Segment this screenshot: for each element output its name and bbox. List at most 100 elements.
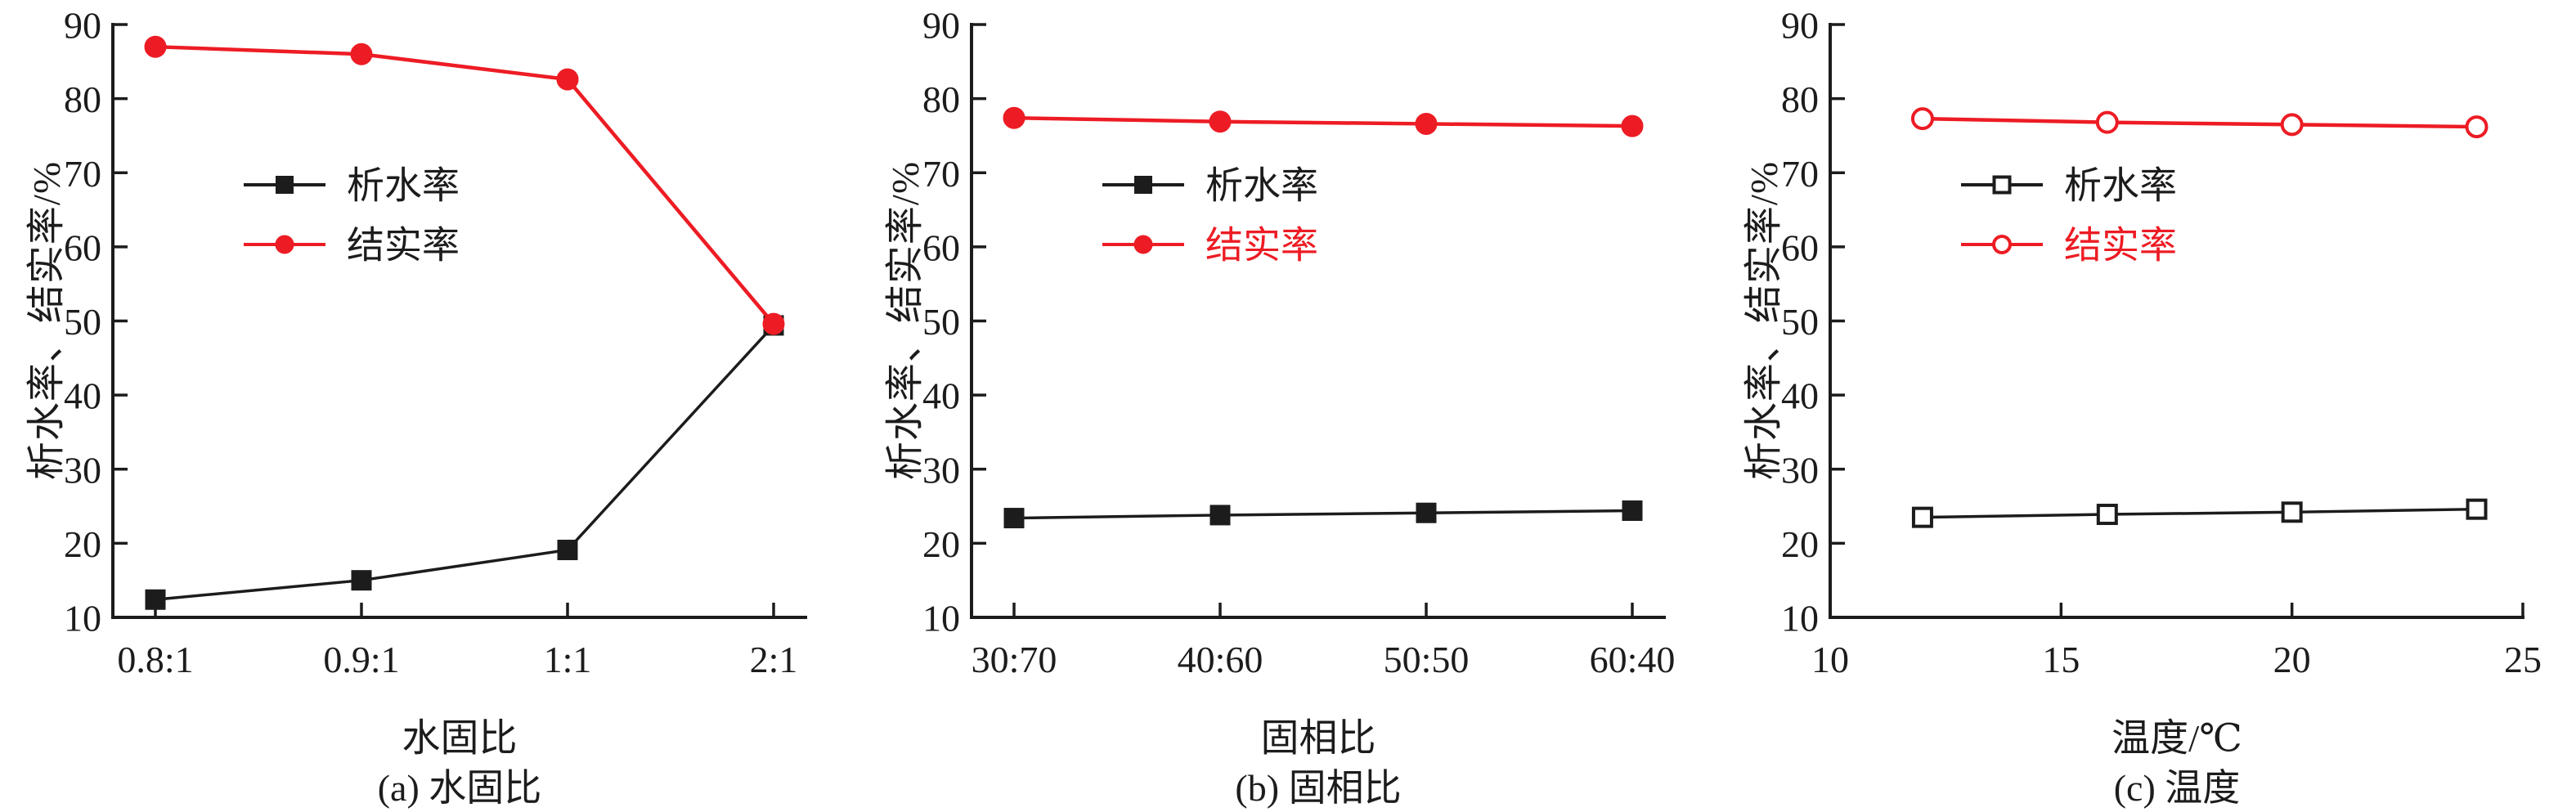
y-axis-title: 析水率、结实率/% xyxy=(1743,160,1786,481)
y-tick-label: 20 xyxy=(64,523,101,565)
data-point-marker-square xyxy=(1209,505,1231,526)
y-tick-label: 10 xyxy=(1781,598,1819,639)
panel-caption: (c) 温度 xyxy=(2113,767,2241,809)
data-point-marker-circle xyxy=(1415,112,1438,135)
x-tick-label: 10 xyxy=(1811,639,1849,680)
legend-item-water-separation-rate: 析水率 xyxy=(1961,165,2177,207)
y-tick-label: 40 xyxy=(1781,375,1819,417)
data-point-marker-circle xyxy=(2465,115,2488,139)
y-tick-label: 40 xyxy=(922,375,960,417)
data-point-marker-square xyxy=(1134,176,1152,194)
data-point-marker-square xyxy=(1416,502,1437,523)
data-point-marker-square xyxy=(276,176,294,194)
y-axis-title: 析水率、结实率/% xyxy=(884,160,927,481)
legend-label: 结实率 xyxy=(347,225,460,267)
legend-item-consolidation-rate: 结实率 xyxy=(1102,225,1318,267)
series-line-consolidation-rate xyxy=(1922,116,2477,129)
y-tick-label: 70 xyxy=(1781,153,1819,195)
series-line-consolidation-rate xyxy=(155,44,775,325)
x-tick-label: 40:60 xyxy=(1178,639,1263,680)
data-point-marker-circle xyxy=(1992,235,2012,254)
data-point-marker-circle xyxy=(762,312,785,335)
y-tick-label: 30 xyxy=(1781,449,1819,491)
legend-item-consolidation-rate: 结实率 xyxy=(1961,225,2177,267)
series-line-water-separation-rate xyxy=(1922,507,2477,519)
legend-label: 结实率 xyxy=(2064,225,2177,267)
y-tick-label: 50 xyxy=(1781,301,1819,343)
x-tick-label: 20 xyxy=(2273,639,2311,680)
panel-caption: (a) 水固比 xyxy=(377,767,542,809)
data-point-marker-circle xyxy=(144,35,167,58)
y-tick-label: 50 xyxy=(922,301,960,343)
y-tick-label: 80 xyxy=(922,79,960,120)
y-tick-label: 20 xyxy=(922,523,960,565)
data-point-marker-square xyxy=(557,540,578,561)
x-tick-label: 1:1 xyxy=(544,639,592,680)
x-tick-label: 15 xyxy=(2042,639,2080,680)
y-tick-label: 20 xyxy=(1781,523,1819,565)
x-tick-label: 30:70 xyxy=(972,639,1057,680)
data-point-marker-circle xyxy=(556,68,579,91)
y-tick-label: 60 xyxy=(64,227,101,268)
data-point-marker-circle xyxy=(350,43,373,65)
y-tick-label: 40 xyxy=(64,375,101,417)
y-tick-label: 70 xyxy=(64,153,101,195)
y-tick-label: 50 xyxy=(64,301,101,343)
series-line-water-separation-rate xyxy=(155,324,775,601)
y-tick-label: 80 xyxy=(1781,79,1819,120)
series-line-water-separation-rate xyxy=(1013,509,1633,520)
x-axis-title: 固相比 xyxy=(1260,717,1376,760)
x-tick-label: 60:40 xyxy=(1590,639,1676,680)
data-point-marker-circle xyxy=(1003,106,1025,129)
legend-item-consolidation-rate: 结实率 xyxy=(244,225,460,267)
y-tick-label: 80 xyxy=(64,79,101,120)
y-tick-label: 10 xyxy=(922,598,960,639)
legend-label: 析水率 xyxy=(347,165,460,207)
data-point-marker-square xyxy=(351,570,372,591)
data-point-marker-square xyxy=(2281,501,2303,523)
chart-panel-temperature: 10 20 30 40 50 60 70 80 90 10 15 20 25 析水率 结实率 析水率、结实率… xyxy=(1717,0,2576,811)
legend-label: 析水率 xyxy=(1205,165,1318,207)
data-point-marker-circle xyxy=(1133,235,1153,254)
data-point-marker-circle xyxy=(2095,110,2119,134)
data-point-marker-square xyxy=(145,589,166,610)
data-point-marker-circle xyxy=(1621,114,1644,137)
y-tick-label: 30 xyxy=(64,449,101,491)
data-point-marker-circle xyxy=(275,235,294,254)
y-tick-label: 10 xyxy=(64,598,101,639)
y-tick-label: 30 xyxy=(922,449,960,491)
chart-panel-water-solid-ratio: 10 20 30 40 50 60 70 80 90 0.8:1 0.9:1 1:1 2:1 析水率结实率… xyxy=(0,0,859,811)
data-point-marker-square xyxy=(1003,508,1025,529)
y-tick-label: 90 xyxy=(1781,5,1819,47)
data-point-marker-square xyxy=(1622,500,1643,521)
legend-item-water-separation-rate: 析水率 xyxy=(1102,165,1318,207)
data-point-marker-circle xyxy=(1209,110,1232,133)
x-axis-title: 温度/℃ xyxy=(2112,717,2242,760)
data-point-marker-square xyxy=(1992,175,2012,195)
legend-label: 析水率 xyxy=(2064,165,2177,207)
y-tick-label: 60 xyxy=(922,227,960,268)
y-axis-title: 析水率、结实率/% xyxy=(25,160,69,481)
x-tick-label: 25 xyxy=(2504,639,2542,680)
panel-caption: (b) 固相比 xyxy=(1235,767,1402,809)
data-point-marker-circle xyxy=(1910,107,1934,131)
plot-area: 10 20 30 40 50 60 70 80 90 30:70 40:60 50:50 60:40 析水… xyxy=(922,5,1676,680)
x-tick-label: 0.9:1 xyxy=(323,639,399,680)
x-tick-label: 2:1 xyxy=(750,639,798,680)
series-line-consolidation-rate xyxy=(1013,115,1633,128)
data-point-marker-circle xyxy=(2280,113,2304,137)
chart-panel-solid-phase-ratio: 10 20 30 40 50 60 70 80 90 30:70 40:60 50:50 60:40 析水… xyxy=(859,0,1717,811)
data-point-marker-square xyxy=(1911,506,1933,528)
data-point-marker-square xyxy=(2466,498,2488,520)
x-tick-label: 50:50 xyxy=(1384,639,1470,680)
y-tick-label: 90 xyxy=(922,5,960,47)
x-axis-title: 水固比 xyxy=(402,717,518,760)
y-tick-label: 70 xyxy=(922,153,960,195)
y-tick-label: 90 xyxy=(64,5,101,47)
data-point-marker-square xyxy=(2096,504,2118,526)
x-tick-label: 0.8:1 xyxy=(117,639,193,680)
legend-label: 结实率 xyxy=(1205,225,1318,267)
